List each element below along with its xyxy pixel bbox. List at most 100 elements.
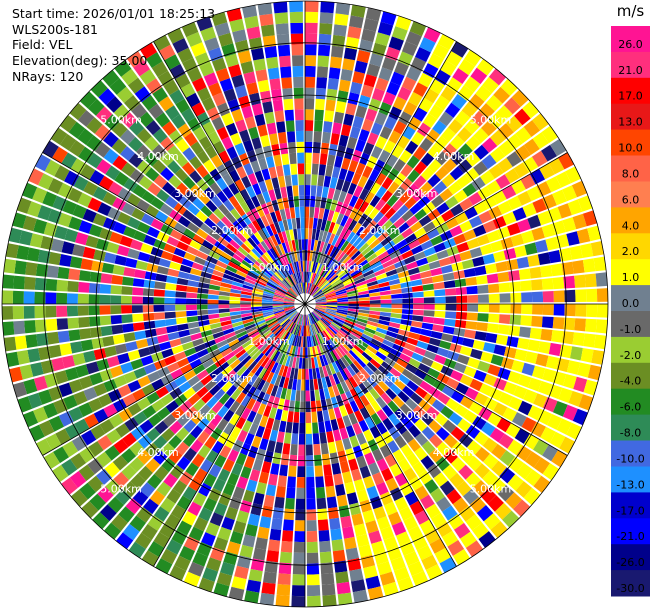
- velocity-gate: [229, 239, 241, 250]
- velocity-gate: [234, 192, 245, 205]
- velocity-gate: [338, 79, 351, 92]
- velocity-gate: [531, 315, 543, 328]
- velocity-gate: [368, 256, 380, 266]
- velocity-gate: [72, 204, 87, 219]
- velocity-gate: [95, 106, 113, 123]
- velocity-gate: [171, 407, 185, 420]
- velocity-gate: [385, 372, 398, 383]
- velocity-gate: [332, 247, 340, 259]
- velocity-gate: [293, 552, 305, 564]
- velocity-gate: [109, 365, 124, 378]
- velocity-gate: [261, 168, 271, 181]
- velocity-gate: [434, 547, 452, 564]
- velocity-gate: [369, 195, 381, 208]
- velocity-gate: [305, 325, 307, 337]
- velocity-gate: [197, 430, 210, 445]
- velocity-gate: [251, 311, 263, 316]
- velocity-gate: [342, 526, 355, 539]
- velocity-gate: [285, 264, 292, 276]
- colorbar-swatch: [611, 233, 650, 260]
- velocity-gate: [423, 221, 436, 233]
- velocity-gate: [347, 263, 358, 272]
- velocity-gate: [286, 185, 293, 198]
- velocity-gate: [250, 301, 262, 304]
- velocity-gate: [431, 512, 447, 528]
- velocity-gate: [552, 371, 567, 386]
- velocity-gate: [419, 380, 433, 393]
- velocity-gate: [552, 401, 568, 417]
- velocity-gate: [68, 216, 83, 231]
- velocity-gate: [352, 71, 365, 85]
- velocity-gate: [306, 530, 318, 543]
- velocity-gate: [373, 211, 384, 224]
- velocity-gate: [264, 251, 273, 262]
- velocity-gate: [344, 536, 357, 550]
- velocity-gate: [196, 164, 209, 178]
- velocity-gate: [276, 33, 290, 46]
- velocity-gate: [336, 494, 348, 507]
- velocity-gate: [216, 572, 233, 587]
- colorbar-swatch: [611, 336, 650, 364]
- velocity-gate: [27, 392, 43, 409]
- velocity-gate: [384, 357, 396, 367]
- velocity-gate: [333, 473, 344, 486]
- velocity-gate: [284, 175, 292, 187]
- velocity-gate: [350, 250, 361, 261]
- velocity-gate: [118, 506, 135, 523]
- velocity-gate: [267, 539, 281, 552]
- velocity-gate: [375, 246, 387, 257]
- velocity-gate: [53, 446, 69, 464]
- velocity-gate: [316, 185, 323, 197]
- velocity-gate: [435, 166, 449, 180]
- velocity-gate: [296, 379, 301, 391]
- velocity-gate: [321, 230, 328, 243]
- velocity-gate: [256, 277, 268, 285]
- velocity-gate: [228, 586, 245, 601]
- velocity-gate: [208, 348, 221, 359]
- velocity-gate: [218, 343, 230, 353]
- velocity-gate: [521, 304, 533, 315]
- velocity-gate: [289, 229, 295, 241]
- velocity-gate: [218, 300, 230, 304]
- velocity-gate: [453, 233, 467, 245]
- velocity-gate: [416, 545, 433, 561]
- velocity-gate: [251, 435, 262, 449]
- velocity-gate: [532, 132, 549, 149]
- velocity-gate: [166, 488, 182, 504]
- velocity-gate: [223, 422, 235, 436]
- velocity-gate: [306, 466, 315, 478]
- velocity-gate: [190, 42, 207, 57]
- velocity-gate: [358, 297, 370, 301]
- velocity-gate: [325, 328, 334, 338]
- velocity-gate: [325, 309, 337, 314]
- velocity-gate: [314, 295, 326, 300]
- colorbar-swatch: [611, 207, 650, 234]
- velocity-gate: [183, 369, 197, 381]
- velocity-gate: [189, 156, 203, 170]
- velocity-gate: [232, 345, 244, 355]
- velocity-gate: [460, 531, 477, 548]
- velocity-gate: [249, 92, 261, 106]
- velocity-gate: [482, 253, 496, 265]
- velocity-gate: [377, 323, 389, 331]
- velocity-gate: [157, 70, 174, 87]
- velocity-gate: [366, 219, 377, 232]
- velocity-gate: [557, 203, 572, 219]
- velocity-gate: [327, 154, 336, 167]
- velocity-gate: [122, 432, 137, 447]
- velocity-gate: [323, 286, 333, 293]
- velocity-gate: [209, 182, 222, 195]
- velocity-gate: [140, 243, 153, 254]
- velocity-gate: [408, 424, 421, 438]
- velocity-gate: [172, 480, 188, 495]
- velocity-gate: [79, 270, 91, 282]
- velocity-gate: [75, 232, 89, 246]
- velocity-gate: [440, 264, 453, 274]
- velocity-gate: [246, 579, 261, 593]
- velocity-gate: [564, 304, 576, 317]
- colorbar-swatch: [611, 155, 650, 182]
- velocity-gate: [296, 324, 301, 336]
- velocity-gate: [467, 294, 479, 303]
- velocity-gate: [315, 305, 327, 308]
- velocity-gate: [431, 399, 446, 412]
